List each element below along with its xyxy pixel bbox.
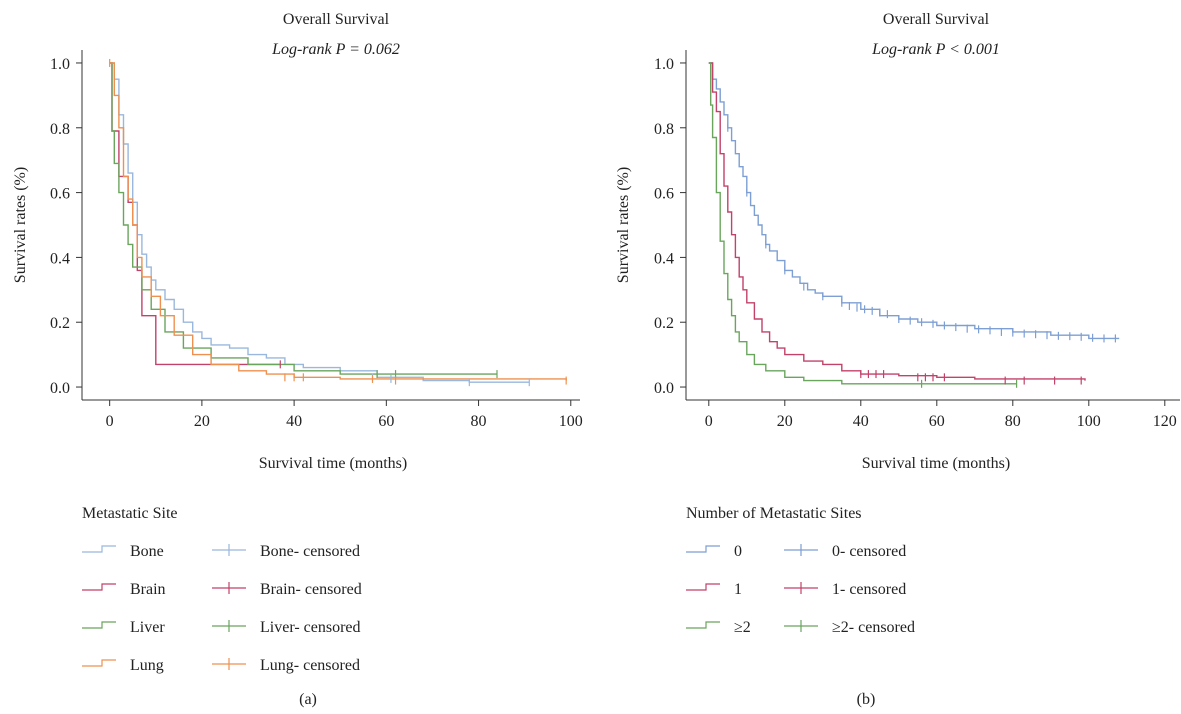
panel-a-x-tick-label: 100 xyxy=(559,413,583,430)
panel-b-legend-label: ≥2 xyxy=(734,619,751,636)
panel-a-y-tick-label: 1.0 xyxy=(50,56,70,73)
panel-a-legend-censored-swatch xyxy=(212,620,246,632)
panel-b-series-line-1 xyxy=(708,62,1086,381)
panel-b-x-label: Survival time (months) xyxy=(862,455,1010,472)
panel-b-x-tick-label: 120 xyxy=(1153,413,1177,430)
panel-a-x-tick-label: 20 xyxy=(194,413,210,430)
panel-a-legend-label: Liver xyxy=(130,619,165,636)
panel-a-y-tick-label: 0.6 xyxy=(50,186,70,203)
panel-b-legend-label: 0 xyxy=(734,543,742,560)
panel-a-legend-title: Metastatic Site xyxy=(82,505,178,522)
panel-a-x-tick-label: 80 xyxy=(471,413,487,430)
panel-b-legend-censored-swatch xyxy=(784,620,818,632)
panel-a-label: (a) xyxy=(299,691,317,708)
panel-b-y-tick-label: 1.0 xyxy=(654,56,674,73)
panel-b-x-tick-label: 80 xyxy=(1005,413,1021,430)
panel-b-x-tick-label: 0 xyxy=(705,413,713,430)
panel-b-series-line-2 xyxy=(708,62,1017,385)
panel-b-title: Overall Survival xyxy=(883,11,990,28)
panel-b-y-label: Survival rates (%) xyxy=(615,167,632,283)
panel-b-x-tick-label: 20 xyxy=(777,413,793,430)
panel-a-legend-swatch xyxy=(82,545,116,553)
panel-b-x-tick-label: 40 xyxy=(853,413,869,430)
panel-b-legend-censored-label: 0- censored xyxy=(832,543,906,560)
panel-b-y-tick-label: 0.2 xyxy=(654,315,674,332)
panel-b-legend-swatch xyxy=(686,583,720,591)
panel-a: Overall Survival Log-rank P = 0.062 Surv… xyxy=(12,11,583,708)
panel-b-legend-swatch xyxy=(686,545,720,553)
panel-a-series-line-0 xyxy=(109,62,530,383)
panel-a-series-line-2 xyxy=(109,62,497,375)
panel-b-x-tick-label: 60 xyxy=(929,413,945,430)
panel-b-label: (b) xyxy=(857,691,876,708)
panel-a-legend-censored-swatch xyxy=(212,658,246,670)
panel-b-x-tick-label: 100 xyxy=(1077,413,1101,430)
panel-b-legend-censored-label: 1- censored xyxy=(832,581,906,598)
panel-b-legend-swatch xyxy=(686,621,720,629)
panel-b-legend-censored-swatch xyxy=(784,544,818,556)
panel-b-y-tick-label: 0.4 xyxy=(654,250,674,267)
panel-a-legend-swatch xyxy=(82,583,116,591)
panel-a-legend-censored-label: Lung- censored xyxy=(260,657,360,674)
panel-a-subtitle: Log-rank P = 0.062 xyxy=(271,41,400,58)
panel-a-y-tick-label: 0.4 xyxy=(50,250,70,267)
panel-a-legend-censored-swatch xyxy=(212,582,246,594)
panel-b-series-line-0 xyxy=(708,62,1120,340)
panel-a-x-label: Survival time (months) xyxy=(259,455,407,472)
panel-b-y-tick-label: 0.8 xyxy=(654,121,674,138)
panel-a-legend-label: Lung xyxy=(130,657,164,674)
panel-a-y-tick-label: 0.0 xyxy=(50,380,70,397)
panel-a-x-tick-label: 60 xyxy=(378,413,394,430)
panel-b-legend-title: Number of Metastatic Sites xyxy=(686,505,862,522)
panel-a-title: Overall Survival xyxy=(283,11,390,28)
panel-a-x-tick-label: 0 xyxy=(106,413,114,430)
panel-a-y-tick-label: 0.8 xyxy=(50,121,70,138)
panel-b-legend-censored-label: ≥2- censored xyxy=(832,619,915,636)
panel-a-legend-censored-swatch xyxy=(212,544,246,556)
panel-b-legend-label: 1 xyxy=(734,581,742,598)
panel-b-subtitle: Log-rank P < 0.001 xyxy=(871,41,1000,58)
panel-a-series-line-1 xyxy=(109,62,281,366)
panel-b-legend-censored-swatch xyxy=(784,582,818,594)
panel-a-legend-censored-label: Brain- censored xyxy=(260,581,362,598)
panel-b-y-tick-label: 0.6 xyxy=(654,186,674,203)
panel-a-legend-label: Brain xyxy=(130,581,166,598)
panel-a-legend-label: Bone xyxy=(130,543,164,560)
panel-b: Overall Survival Log-rank P < 0.001 Surv… xyxy=(615,11,1180,708)
panel-a-legend-swatch xyxy=(82,659,116,667)
panel-a-y-label: Survival rates (%) xyxy=(12,167,29,283)
panel-a-series-line-3 xyxy=(109,62,567,381)
panel-a-legend-censored-label: Liver- censored xyxy=(260,619,361,636)
panel-a-legend-censored-label: Bone- censored xyxy=(260,543,360,560)
panel-a-y-tick-label: 0.2 xyxy=(50,315,70,332)
panel-a-legend-swatch xyxy=(82,621,116,629)
panel-a-x-tick-label: 40 xyxy=(286,413,302,430)
panel-b-y-tick-label: 0.0 xyxy=(654,380,674,397)
